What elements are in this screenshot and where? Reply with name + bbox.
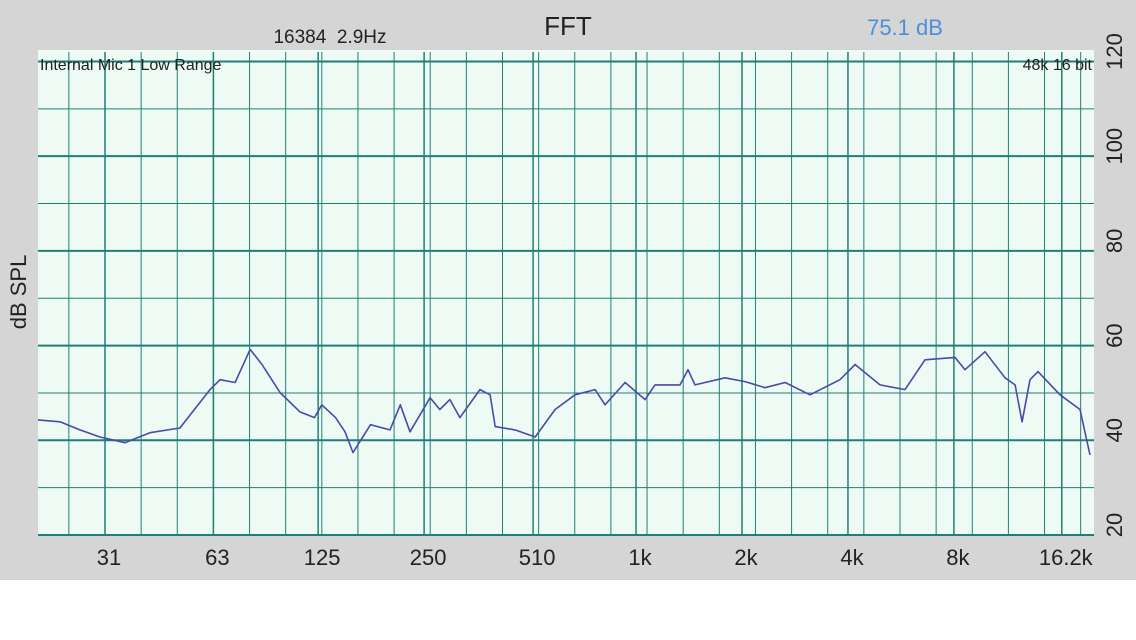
x-tick-label: 8k: [946, 545, 970, 570]
input-label: Internal Mic 1 Low Range: [40, 57, 222, 74]
grid: [38, 52, 1094, 536]
fft-info: 16384 2.9Hz: [273, 27, 386, 48]
x-tick-label: 63: [205, 545, 229, 570]
x-tick-label: 4k: [840, 545, 864, 570]
x-tick-label: 250: [410, 545, 447, 570]
chart-title: FFT: [544, 11, 592, 41]
x-tick-label: 510: [519, 545, 556, 570]
y-tick-label: 60: [1102, 323, 1127, 347]
y-tick-label: 120: [1102, 33, 1127, 70]
y-tick-label: 40: [1102, 418, 1127, 442]
plot-area: [38, 50, 1094, 535]
spectrum-line: [37, 348, 1091, 456]
x-tick-label: 125: [304, 545, 341, 570]
x-tick-label: 31: [97, 545, 121, 570]
x-tick-label: 16.2k: [1039, 545, 1094, 570]
y-tick-label: 20: [1102, 513, 1127, 537]
y-tick-label: 100: [1102, 128, 1127, 165]
marks: [37, 348, 1091, 456]
format-label: 48k 16 bit: [1023, 57, 1093, 74]
y-axis-label: dB SPL: [6, 255, 31, 330]
y-tick-label: 80: [1102, 229, 1127, 253]
x-tick-label: 2k: [734, 545, 758, 570]
x-tick-label: 1k: [628, 545, 652, 570]
level-readout: 75.1 dB: [867, 15, 943, 40]
